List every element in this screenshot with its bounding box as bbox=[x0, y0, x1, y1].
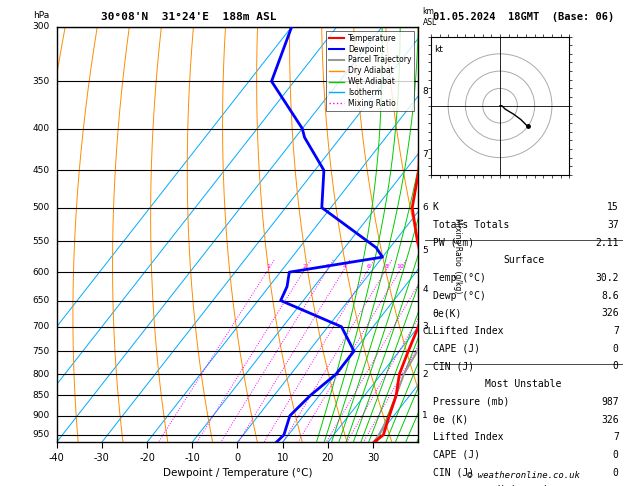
Text: CIN (J): CIN (J) bbox=[433, 468, 474, 478]
Text: 01.05.2024  18GMT  (Base: 06): 01.05.2024 18GMT (Base: 06) bbox=[433, 12, 615, 22]
Text: Pressure (mb): Pressure (mb) bbox=[433, 397, 509, 407]
Text: 2.11: 2.11 bbox=[595, 238, 619, 248]
Text: 300: 300 bbox=[33, 22, 50, 31]
Text: PW (cm): PW (cm) bbox=[433, 238, 474, 248]
Text: 650: 650 bbox=[33, 296, 50, 305]
Text: 30.2: 30.2 bbox=[595, 273, 619, 283]
Text: © weatheronline.co.uk: © weatheronline.co.uk bbox=[467, 471, 580, 480]
Text: 750: 750 bbox=[33, 347, 50, 356]
Text: Surface: Surface bbox=[503, 256, 544, 265]
Text: 4: 4 bbox=[342, 264, 346, 269]
Text: 2: 2 bbox=[423, 369, 428, 379]
Text: CL: CL bbox=[423, 327, 433, 336]
Text: 37: 37 bbox=[607, 220, 619, 230]
Text: 326: 326 bbox=[601, 309, 619, 318]
Text: CIN (J): CIN (J) bbox=[433, 362, 474, 371]
Text: Mixing Ratio  (g/kg): Mixing Ratio (g/kg) bbox=[453, 218, 462, 293]
Text: 0: 0 bbox=[613, 450, 619, 460]
Text: 800: 800 bbox=[33, 369, 50, 379]
Text: 7: 7 bbox=[613, 326, 619, 336]
Text: CAPE (J): CAPE (J) bbox=[433, 344, 479, 354]
Text: 1: 1 bbox=[423, 411, 428, 420]
Text: hPa: hPa bbox=[33, 11, 50, 20]
Text: 850: 850 bbox=[33, 391, 50, 400]
Text: Hodograph: Hodograph bbox=[497, 485, 550, 486]
Text: 6: 6 bbox=[423, 203, 428, 212]
Text: 450: 450 bbox=[33, 166, 50, 175]
Text: 700: 700 bbox=[33, 322, 50, 331]
Text: Dewp (°C): Dewp (°C) bbox=[433, 291, 486, 301]
Text: K: K bbox=[433, 202, 438, 212]
Text: 15: 15 bbox=[607, 202, 619, 212]
Text: 0: 0 bbox=[613, 362, 619, 371]
X-axis label: Dewpoint / Temperature (°C): Dewpoint / Temperature (°C) bbox=[163, 468, 312, 478]
Legend: Temperature, Dewpoint, Parcel Trajectory, Dry Adiabat, Wet Adiabat, Isotherm, Mi: Temperature, Dewpoint, Parcel Trajectory… bbox=[326, 31, 415, 111]
Text: 8.6: 8.6 bbox=[601, 291, 619, 301]
Text: 950: 950 bbox=[33, 431, 50, 439]
Text: 350: 350 bbox=[33, 77, 50, 86]
Text: 3: 3 bbox=[326, 264, 330, 269]
Text: kt: kt bbox=[434, 45, 443, 54]
Text: 0: 0 bbox=[613, 344, 619, 354]
Text: 8: 8 bbox=[384, 264, 388, 269]
Text: 1: 1 bbox=[267, 264, 270, 269]
Text: 7: 7 bbox=[613, 432, 619, 442]
Text: Temp (°C): Temp (°C) bbox=[433, 273, 486, 283]
Text: 7: 7 bbox=[423, 150, 428, 159]
Text: Lifted Index: Lifted Index bbox=[433, 432, 503, 442]
Text: 3: 3 bbox=[423, 322, 428, 331]
Text: 30°08'N  31°24'E  188m ASL: 30°08'N 31°24'E 188m ASL bbox=[101, 12, 277, 22]
Text: θe(K): θe(K) bbox=[433, 309, 462, 318]
Text: 600: 600 bbox=[33, 268, 50, 277]
Text: Most Unstable: Most Unstable bbox=[486, 379, 562, 389]
Text: km
ASL: km ASL bbox=[423, 7, 437, 27]
Text: Totals Totals: Totals Totals bbox=[433, 220, 509, 230]
Text: 400: 400 bbox=[33, 124, 50, 133]
Text: 6: 6 bbox=[367, 264, 370, 269]
Text: Lifted Index: Lifted Index bbox=[433, 326, 503, 336]
Text: 2: 2 bbox=[303, 264, 307, 269]
Text: 0: 0 bbox=[613, 468, 619, 478]
Text: 4: 4 bbox=[423, 285, 428, 294]
Text: 987: 987 bbox=[601, 397, 619, 407]
Text: 8: 8 bbox=[423, 87, 428, 96]
Text: 550: 550 bbox=[33, 237, 50, 246]
Text: 326: 326 bbox=[601, 415, 619, 425]
Text: θe (K): θe (K) bbox=[433, 415, 468, 425]
Text: 900: 900 bbox=[33, 411, 50, 420]
Text: 5: 5 bbox=[423, 246, 428, 255]
Text: CAPE (J): CAPE (J) bbox=[433, 450, 479, 460]
Text: 500: 500 bbox=[33, 203, 50, 212]
Text: 10: 10 bbox=[397, 264, 404, 269]
